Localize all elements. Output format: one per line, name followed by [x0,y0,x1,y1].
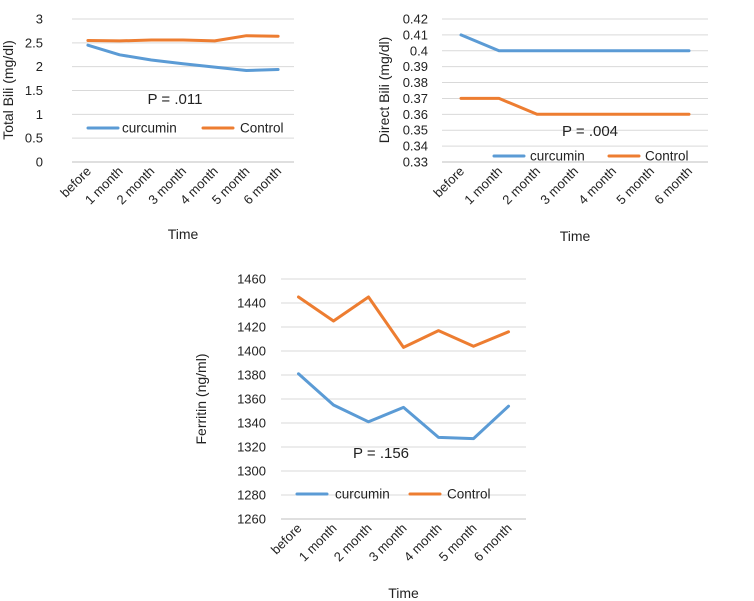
y-tick-label: 1.5 [25,83,43,98]
series-line-curcumin [86,43,280,72]
x-axis-title: Time [560,228,591,244]
y-tick-label: 0.39 [403,59,428,74]
legend-label-curcumin: curcumin [335,487,390,502]
y-axis-title: Direct Bili (mg/dl) [376,37,392,144]
x-tick-label: 5 month [436,521,480,565]
x-tick-label: 3 month [366,521,410,565]
y-tick-label: 0.5 [25,131,43,146]
x-tick-label: 6 month [651,164,695,208]
y-tick-label: 1380 [237,368,266,383]
y-tick-label: 1340 [237,416,266,431]
y-tick-label: 0.35 [403,123,428,138]
y-tick-label: 0.37 [403,91,428,106]
y-tick-label: 0.42 [403,12,428,27]
y-tick-label: 1460 [237,272,266,287]
x-tick-label: 1 month [296,521,340,565]
y-tick-label: 2 [36,59,43,74]
legend-label-curcumin: curcumin [530,149,585,164]
x-tick-label: 4 month [575,164,619,208]
y-axis-title: Ferritin (ng/ml) [193,353,209,444]
x-tick-label: 5 month [613,164,657,208]
y-tick-label: 0.33 [403,155,428,170]
y-tick-label: 0.34 [403,139,428,154]
legend: curcumin Control [86,121,284,136]
x-axis-title: Time [388,585,419,601]
x-tick-label: before [430,164,467,201]
x-axis-title: Time [168,226,199,242]
legend: curcumin Control [295,487,491,502]
p-value-annotation: P = .156 [353,445,409,462]
y-tick-label: 0 [36,155,43,170]
legend-label-control: Control [447,487,491,502]
y-tick-label: 1320 [237,440,266,455]
y-tick-label: 1280 [237,488,266,503]
y-tick-label: 0.36 [403,107,428,122]
x-tick-label: 2 month [499,164,543,208]
legend-label-curcumin: curcumin [122,121,177,136]
y-tick-label: 3 [36,12,43,27]
legend: curcumin Control [492,149,689,164]
x-tick-label: 1 month [461,164,505,208]
chart-direct-bili: 0.330.340.350.360.370.380.390.40.410.42 b… [376,12,708,244]
y-tick-label: 2.5 [25,35,43,50]
p-value-annotation: P = .011 [148,91,203,108]
y-axis-title: Total Bili (mg/dl) [0,40,16,140]
series-line-control [297,295,510,349]
y-tick-label: 1 [36,107,43,122]
y-tick-label: 0.38 [403,75,428,90]
y-tick-label: 1360 [237,392,266,407]
x-tick-label: 3 month [537,164,581,208]
p-value-annotation: P = .004 [562,123,618,140]
y-tick-label: 1440 [237,296,266,311]
legend-label-control: Control [645,149,689,164]
x-tick-label: 6 month [471,521,515,565]
y-tick-label: 0.4 [410,43,428,58]
y-tick-label: 0.41 [403,27,428,42]
x-tick-label: 4 month [401,521,445,565]
series-line-curcumin [459,33,691,53]
series-line-control [86,34,280,43]
y-tick-label: 1400 [237,344,266,359]
y-tick-label: 1300 [237,464,266,479]
legend-label-control: Control [240,121,284,136]
y-tick-label: 1420 [237,320,266,335]
series-line-curcumin [297,372,510,441]
x-tick-label: 2 month [331,521,375,565]
chart-ferritin: 1260 1280 1300 1320 1340 1360 1380 1400 1420 1440… [193,272,526,601]
y-tick-label: 1260 [237,512,266,527]
series-line-control [459,96,691,116]
